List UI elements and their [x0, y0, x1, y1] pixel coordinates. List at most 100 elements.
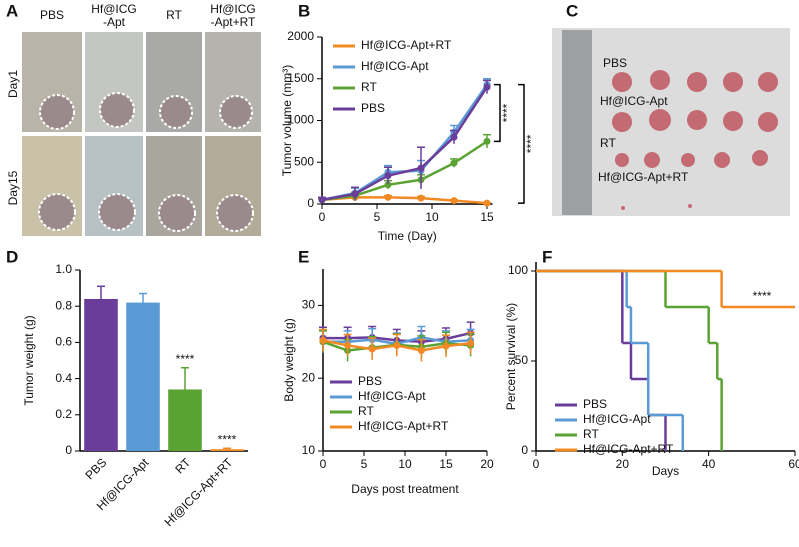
legend-label: PBS	[361, 101, 385, 115]
marker	[384, 193, 392, 201]
significance-bracket	[494, 83, 501, 143]
marker	[450, 159, 458, 167]
legend-label: Hf@ICG-Apt+RT	[358, 419, 449, 433]
panel-label: B	[298, 1, 310, 20]
tumor	[650, 70, 670, 90]
marker	[318, 196, 326, 204]
tumor-ring	[216, 194, 254, 232]
tumor	[688, 204, 692, 208]
y-tick-label: 1.0	[55, 262, 72, 276]
panel-label: C	[566, 1, 578, 20]
x-tick-label: 0	[319, 210, 326, 224]
y-tick-label: 0	[307, 196, 314, 210]
marker	[351, 190, 359, 198]
marker	[393, 341, 401, 349]
y-tick-label: 10	[302, 443, 316, 457]
y-tick-label: 0	[521, 443, 528, 457]
column-label: RT	[166, 8, 182, 22]
x-tick-label: 5	[361, 457, 368, 471]
tumor	[612, 72, 632, 92]
x-tick-label: 0	[320, 457, 327, 471]
significance-label: ****	[500, 103, 514, 122]
row-label: Day1	[6, 70, 20, 98]
legend-label: Hf@ICG-Apt	[583, 412, 651, 426]
panel-label: E	[298, 247, 309, 266]
row-label: PBS	[603, 56, 627, 70]
y-tick-label: 2000	[287, 29, 314, 43]
x-tick-label: 10	[425, 210, 439, 224]
marker	[483, 83, 491, 91]
marker	[442, 342, 450, 350]
column-label: -Apt	[103, 15, 126, 29]
legend-label: Hf@ICG-Apt	[358, 389, 426, 403]
y-tick-label: 0.2	[55, 407, 72, 421]
tumor	[723, 72, 743, 92]
line	[321, 86, 489, 202]
significance-bracket	[518, 83, 525, 204]
x-tick-label: 0	[533, 457, 540, 471]
x-tick-label: 15	[439, 457, 453, 471]
y-tick-label: 20	[302, 370, 316, 384]
x-tick-label: 5	[374, 210, 381, 224]
legend-label: RT	[583, 427, 599, 441]
x-tick-label: 20	[480, 457, 494, 471]
tumor	[644, 152, 660, 168]
column-label: -Apt+RT	[211, 15, 256, 29]
y-axis-label: Tumor volume (mm³)	[280, 65, 294, 177]
y-tick-label: 1500	[287, 71, 314, 85]
marker	[368, 345, 376, 353]
row-label: Day15	[6, 170, 20, 205]
tumor-ring	[39, 94, 75, 130]
tumor-ring	[38, 193, 76, 231]
tumor	[758, 112, 778, 132]
bar	[84, 298, 118, 451]
x-tick-label: 60	[788, 457, 799, 471]
y-axis-label: Body weight (g)	[282, 318, 296, 401]
row-label: Hf@ICG-Apt	[600, 94, 668, 108]
x-tick-label: 10	[398, 457, 412, 471]
marker	[384, 172, 392, 180]
y-axis-label: Tumor weight (g)	[22, 315, 36, 405]
y-tick-label: 0.8	[55, 298, 72, 312]
marker	[417, 164, 425, 172]
tumor	[612, 112, 632, 132]
tumor-ring	[158, 194, 196, 232]
row-label: RT	[600, 136, 616, 150]
significance-label: ****	[176, 352, 195, 366]
tumor	[687, 72, 707, 92]
significance-label: ****	[218, 432, 237, 446]
legend-label: RT	[358, 404, 374, 418]
photo-grid	[22, 32, 261, 236]
marker	[483, 199, 491, 207]
x-axis-label: Days	[652, 464, 679, 478]
row-label: Hf@ICG-Apt+RT	[598, 170, 689, 184]
marker	[384, 181, 392, 189]
line	[321, 140, 488, 202]
marker	[417, 194, 425, 202]
tumor	[758, 72, 778, 92]
x-axis-label: Days post treatment	[351, 482, 459, 496]
tumor	[649, 109, 671, 131]
tumor-ring	[98, 193, 136, 231]
marker	[467, 339, 475, 347]
y-axis-label: Percent survival (%)	[504, 303, 518, 410]
legend-label: Hf@ICG-Apt+RT	[583, 442, 674, 456]
column-label: Hf@ICG	[91, 2, 137, 16]
tumor-ring	[99, 92, 135, 128]
legend-label: RT	[361, 80, 377, 94]
legend-label: Hf@ICG-Apt	[361, 59, 429, 73]
column-label: Hf@ICG	[210, 2, 256, 16]
y-tick-label: 50	[515, 353, 529, 367]
tumor-ring	[219, 95, 253, 129]
bar	[126, 302, 160, 451]
legend-label: PBS	[358, 374, 382, 388]
column-label: PBS	[40, 8, 64, 22]
x-axis-label: Time (Day)	[378, 229, 437, 243]
tumors	[612, 70, 778, 210]
tumor	[723, 111, 743, 131]
marker	[344, 341, 352, 349]
tumor	[687, 110, 707, 130]
tumor	[615, 153, 629, 167]
panel-label: A	[6, 1, 18, 20]
y-tick-label: 0.6	[55, 335, 72, 349]
